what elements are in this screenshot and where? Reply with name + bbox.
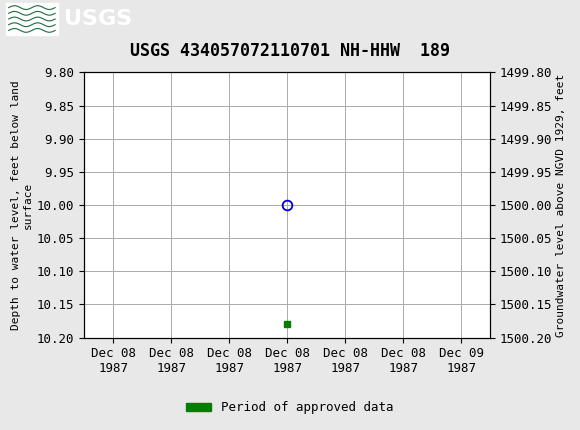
Text: USGS 434057072110701 NH-HHW  189: USGS 434057072110701 NH-HHW 189: [130, 42, 450, 60]
Bar: [6, 3, 58, 35]
Text: USGS: USGS: [64, 9, 132, 29]
Y-axis label: Depth to water level, feet below land
surface: Depth to water level, feet below land su…: [11, 80, 32, 330]
Legend: Period of approved data: Period of approved data: [181, 396, 399, 419]
Y-axis label: Groundwater level above NGVD 1929, feet: Groundwater level above NGVD 1929, feet: [556, 74, 567, 337]
